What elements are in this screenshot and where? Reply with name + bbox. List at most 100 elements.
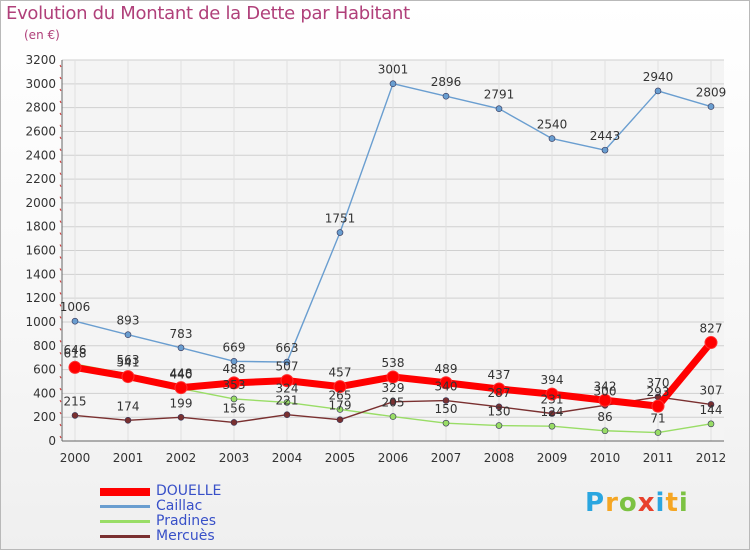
- logo-letter: r: [605, 488, 619, 518]
- y-axis-minor-tick: [59, 160, 62, 163]
- data-label-caillac: 783: [170, 327, 193, 341]
- data-label-mercues: 329: [382, 381, 405, 395]
- logo-letter: i: [655, 488, 666, 518]
- data-point-mercues: [442, 397, 450, 404]
- data-label-mercues: 300: [594, 384, 617, 398]
- data-point-douelle: [492, 382, 506, 396]
- data-point-pradines: [707, 420, 715, 428]
- data-point-douelle: [227, 376, 241, 390]
- y-tick-label: 2000: [25, 196, 56, 210]
- data-point-mercues: [707, 401, 715, 408]
- y-tick-label: 200: [33, 410, 56, 424]
- y-axis-minor-tick: [59, 340, 62, 343]
- y-axis-minor-tick: [59, 423, 62, 427]
- data-point-pradines: [495, 422, 503, 429]
- y-axis-minor-tick: [59, 280, 62, 283]
- data-point-caillac: [283, 358, 291, 366]
- y-tick-label: 2200: [25, 172, 56, 186]
- y-axis-minor-tick: [59, 136, 62, 140]
- data-point-caillac: [442, 92, 450, 100]
- y-tick-label: 800: [33, 339, 56, 353]
- y-tick-label: 3200: [25, 53, 56, 67]
- data-label-pradines: 324: [276, 381, 299, 395]
- data-label-pradines: 353: [223, 378, 246, 392]
- y-axis-minor-tick: [59, 256, 62, 259]
- y-axis-minor-tick: [59, 124, 62, 128]
- legend-swatch-douelle: [100, 488, 150, 496]
- data-label-caillac: 2540: [537, 118, 568, 132]
- y-tick-label: 1400: [25, 267, 56, 281]
- data-label-mercues: 215: [64, 394, 87, 408]
- y-axis-minor-tick: [59, 220, 62, 223]
- data-label-pradines: 440: [170, 368, 193, 382]
- data-label-mercues: 231: [541, 392, 564, 406]
- data-point-caillac: [601, 146, 609, 154]
- data-point-pradines: [230, 395, 238, 403]
- data-label-douelle: 488: [223, 362, 246, 376]
- data-point-douelle: [651, 399, 665, 413]
- data-label-douelle: 342: [594, 379, 617, 393]
- data-label-pradines: 130: [488, 405, 511, 419]
- y-axis-minor-tick: [59, 196, 62, 199]
- chart-title: Evolution du Montant de la Dette par Hab…: [6, 3, 410, 24]
- x-tick-label: 2006: [378, 451, 409, 465]
- data-label-douelle: 489: [435, 362, 458, 376]
- data-label-caillac: 663: [276, 341, 299, 355]
- logo-letter: t: [665, 488, 679, 518]
- y-axis-minor-tick: [59, 292, 62, 295]
- data-point-pradines: [601, 427, 609, 435]
- data-label-pradines: 124: [541, 405, 564, 419]
- y-axis-minor-tick: [59, 399, 62, 403]
- y-axis-minor-tick: [59, 411, 62, 415]
- data-label-douelle: 618: [64, 346, 87, 360]
- y-tick-label: 1200: [25, 291, 56, 305]
- x-tick-label: 2011: [643, 451, 674, 465]
- legend-label-pradines: Pradines: [156, 513, 217, 529]
- data-point-mercues: [230, 419, 238, 426]
- x-tick-label: 2008: [484, 451, 515, 465]
- data-label-pradines: 563: [117, 353, 140, 367]
- data-label-caillac: 2791: [484, 88, 515, 102]
- y-axis-minor-tick: [59, 375, 62, 379]
- data-point-caillac: [336, 229, 344, 236]
- y-axis-minor-tick: [59, 387, 62, 391]
- data-label-caillac: 1006: [60, 300, 91, 314]
- y-tick-label: 1600: [25, 244, 56, 258]
- logo-letter: o: [618, 488, 638, 518]
- data-point-douelle: [704, 336, 718, 350]
- data-label-douelle: 827: [700, 322, 723, 336]
- y-axis-minor-tick: [59, 88, 62, 92]
- data-label-mercues: 307: [700, 383, 723, 397]
- data-point-caillac: [71, 317, 79, 325]
- data-point-pradines: [283, 399, 291, 406]
- x-tick-label: 2010: [590, 451, 621, 465]
- data-point-douelle: [280, 374, 294, 388]
- logo-letter: i: [678, 488, 689, 518]
- data-point-caillac: [707, 103, 715, 110]
- legend-swatch-mercues: [100, 535, 150, 538]
- x-tick-label: 2003: [219, 451, 250, 465]
- y-axis-minor-tick: [59, 232, 62, 235]
- y-axis-minor-tick: [59, 304, 62, 307]
- y-axis-minor-tick: [59, 363, 62, 367]
- data-point-mercues: [495, 403, 503, 411]
- data-point-douelle: [174, 381, 188, 395]
- y-axis-minor-tick: [59, 268, 62, 271]
- data-point-caillac: [495, 105, 503, 112]
- y-tick-label: 3000: [25, 77, 56, 91]
- y-tick-label: 0: [48, 434, 56, 448]
- data-point-caillac: [654, 87, 662, 95]
- data-label-douelle: 394: [541, 373, 564, 387]
- data-point-mercues: [336, 416, 344, 423]
- data-point-pradines: [336, 406, 344, 413]
- logo-letter: P: [585, 488, 606, 518]
- data-point-pradines: [654, 429, 662, 436]
- data-label-caillac: 1751: [325, 212, 356, 226]
- data-label-caillac: 893: [117, 314, 140, 328]
- legend-label-caillac: Caillac: [156, 498, 203, 514]
- data-point-mercues: [177, 414, 185, 421]
- y-axis-minor-tick: [59, 148, 62, 151]
- data-point-mercues: [71, 412, 79, 419]
- data-label-mercues: 340: [435, 380, 458, 394]
- y-axis-minor-tick: [59, 64, 62, 68]
